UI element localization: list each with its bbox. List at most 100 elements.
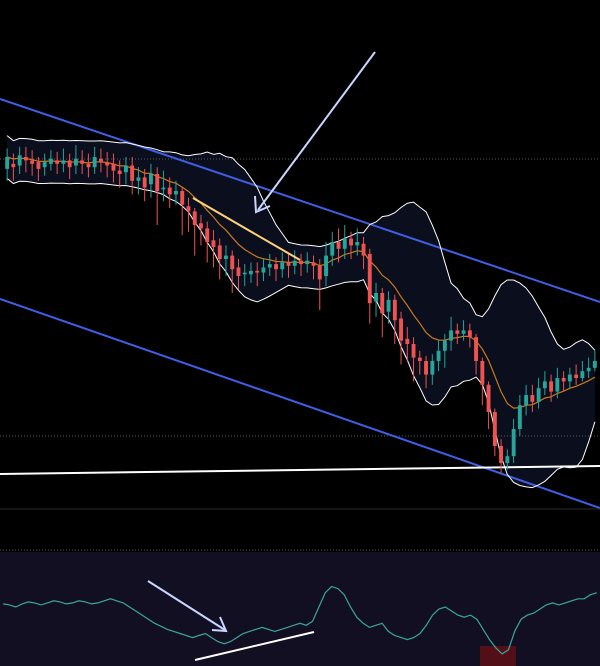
bull-candle xyxy=(436,350,441,361)
bear-candle xyxy=(86,163,91,168)
bear-candle xyxy=(367,253,372,304)
bull-candle xyxy=(136,177,141,181)
bull-candle xyxy=(342,238,347,249)
bull-candle xyxy=(174,191,178,195)
bear-candle xyxy=(186,206,191,212)
bear-candle xyxy=(199,223,203,229)
bear-candle xyxy=(142,177,147,188)
bear-candle xyxy=(480,361,485,385)
bear-candle xyxy=(80,160,85,164)
bear-candle xyxy=(23,157,28,161)
bear-candle xyxy=(467,330,472,338)
bear-candle xyxy=(549,381,554,392)
bull-candle xyxy=(592,361,597,368)
bear-candle xyxy=(349,238,353,246)
bear-candle xyxy=(286,262,291,266)
bull-candle xyxy=(49,158,53,164)
bull-candle xyxy=(249,270,253,275)
channel-lower-line xyxy=(0,298,600,509)
bear-candle xyxy=(105,162,110,166)
bear-candle xyxy=(424,361,428,375)
bear-candle xyxy=(217,245,222,259)
annotation-arrow xyxy=(257,51,376,211)
bear-candle xyxy=(317,265,322,280)
bear-candle xyxy=(205,228,210,242)
bull-candle xyxy=(61,160,66,164)
bull-candle xyxy=(292,260,297,266)
bull-candle xyxy=(42,162,47,168)
bull-candle xyxy=(5,157,10,169)
bull-candle xyxy=(324,255,328,276)
bull-candle xyxy=(567,374,572,382)
bear-candle xyxy=(380,293,385,314)
oscillator-annotation-arrow xyxy=(147,580,226,631)
bear-candle xyxy=(236,267,241,276)
annotations[interactable] xyxy=(192,51,376,261)
bear-candle xyxy=(392,299,397,321)
bear-candle xyxy=(574,374,579,378)
bear-candle xyxy=(492,412,497,446)
bollinger-fill-area xyxy=(7,135,595,488)
bear-candle xyxy=(561,378,566,382)
bull-candle xyxy=(442,340,447,351)
bear-candle xyxy=(530,395,535,402)
bull-candle xyxy=(449,330,453,341)
bull-candle xyxy=(161,187,166,190)
bull-candle xyxy=(505,456,510,463)
bull-candle xyxy=(586,367,591,372)
channel-upper-line xyxy=(0,98,600,303)
bull-candle xyxy=(267,264,272,268)
bull-candle xyxy=(124,165,128,173)
bear-candle xyxy=(155,174,160,191)
bull-candle xyxy=(17,155,22,166)
descending-channel[interactable] xyxy=(0,98,600,509)
bull-candle xyxy=(224,255,228,259)
bear-candle xyxy=(361,243,366,256)
support-line[interactable] xyxy=(0,465,600,475)
bollinger-bands xyxy=(6,135,596,489)
bear-candle xyxy=(399,318,403,341)
trend-highlight-line xyxy=(192,197,301,261)
bear-candle xyxy=(99,158,103,163)
bear-candle xyxy=(311,262,316,266)
bear-candle xyxy=(167,187,172,195)
bull-candle xyxy=(280,262,285,270)
oscillator-line xyxy=(3,585,597,655)
bear-candle xyxy=(274,264,278,270)
bear-candle xyxy=(336,242,341,249)
bear-candle xyxy=(405,338,410,344)
bear-candle xyxy=(299,260,303,265)
bull-candle xyxy=(374,293,378,302)
bear-candle xyxy=(180,191,185,205)
bull-candle xyxy=(517,405,522,429)
bull-candle xyxy=(430,361,435,375)
bull-candle xyxy=(92,157,97,168)
bear-candle xyxy=(411,344,416,358)
oscillator-arrow-head-icon xyxy=(211,616,228,633)
bull-candle xyxy=(555,378,560,392)
bull-candle xyxy=(149,174,153,185)
support-horizontal-line xyxy=(0,465,600,475)
bull-candle xyxy=(524,395,529,406)
bollinger-upper-line xyxy=(6,135,596,351)
bull-candle xyxy=(386,299,391,312)
bear-candle xyxy=(230,255,235,270)
oversold-zone xyxy=(480,646,516,666)
bear-candle xyxy=(211,240,216,248)
bull-candle xyxy=(330,242,335,256)
bull-candle xyxy=(74,158,78,166)
candlesticks xyxy=(5,145,597,474)
bear-candle xyxy=(117,170,122,174)
oscillator-pane[interactable] xyxy=(0,552,600,666)
bear-candle xyxy=(67,160,72,168)
bull-candle xyxy=(242,272,247,275)
bull-candle xyxy=(305,260,310,265)
arrow-head-icon xyxy=(254,195,271,214)
bear-candle xyxy=(55,160,60,164)
bear-candle xyxy=(474,337,478,361)
bear-candle xyxy=(130,165,135,181)
bear-candle xyxy=(455,330,460,334)
oscillator-divergence-line xyxy=(194,631,315,661)
